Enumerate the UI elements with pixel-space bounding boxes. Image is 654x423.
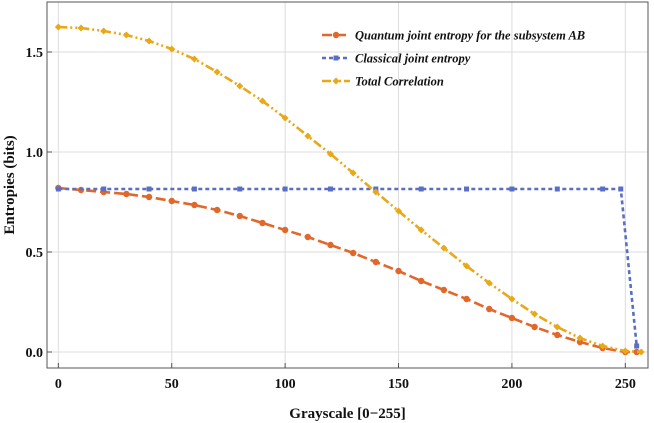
data-point: [486, 305, 493, 313]
data-point: [600, 186, 606, 192]
legend-marker: [332, 31, 340, 39]
series-line: [58, 186, 637, 354]
data-point: [576, 338, 584, 346]
axis-ticks: 0 50 100 150 200 250 0.0 0.5 1.0 1.5: [26, 46, 636, 392]
legend-item: Quantum joint entropy for the subsystem …: [322, 29, 585, 43]
data-point: [327, 241, 334, 249]
data-point: [463, 295, 470, 303]
data-point: [213, 68, 221, 76]
data-point: [418, 277, 425, 285]
legend-marker: [333, 55, 339, 61]
data-point: [349, 249, 357, 257]
legend: Quantum joint entropy for the subsystem …: [322, 29, 585, 89]
y-tick-label: 1.0: [26, 146, 44, 161]
legend-item: Classical joint entropy: [322, 52, 471, 66]
data-point: [236, 212, 243, 220]
data-point: [100, 27, 108, 35]
series-layer: [54, 23, 645, 356]
x-tick-label: 50: [165, 377, 179, 392]
series-1: [55, 186, 640, 349]
series-0: [55, 184, 640, 356]
data-point: [259, 219, 266, 227]
data-point: [281, 114, 289, 122]
legend-item: Total Correlation: [322, 75, 444, 89]
x-tick-label: 150: [388, 377, 409, 392]
legend-label: Classical joint entropy: [355, 52, 471, 66]
series-2: [54, 23, 645, 356]
y-tick-label: 1.5: [26, 46, 44, 61]
data-point: [282, 186, 288, 192]
x-axis-label: Grayscale [0−255]: [289, 406, 405, 422]
data-point: [145, 37, 153, 45]
data-point: [168, 197, 175, 205]
data-point: [146, 186, 152, 192]
y-tick-label: 0.5: [26, 246, 44, 261]
grid: [47, 2, 648, 368]
data-point: [508, 295, 516, 303]
data-point: [395, 207, 403, 215]
data-point: [531, 310, 539, 318]
x-tick-label: 100: [275, 377, 296, 392]
data-point: [372, 258, 380, 266]
data-point: [122, 31, 130, 39]
data-point: [54, 23, 62, 31]
data-point: [258, 97, 266, 105]
data-point: [191, 186, 197, 192]
data-point: [440, 286, 448, 294]
data-point: [395, 267, 402, 275]
data-point: [554, 186, 560, 192]
data-point: [304, 233, 312, 241]
legend-label: Total Correlation: [355, 75, 444, 89]
data-point: [554, 331, 561, 339]
data-point: [634, 343, 640, 349]
data-point: [281, 226, 289, 234]
data-point: [637, 348, 645, 356]
data-point: [123, 190, 130, 198]
data-point: [304, 132, 312, 140]
data-point: [633, 348, 640, 356]
data-point: [485, 279, 493, 287]
x-tick-label: 250: [615, 377, 636, 392]
data-point: [213, 206, 221, 214]
data-point: [327, 186, 333, 192]
x-tick-label: 0: [55, 377, 62, 392]
data-point: [621, 347, 629, 355]
legend-label: Quantum joint entropy for the subsystem …: [355, 29, 585, 43]
y-tick-label: 0.0: [26, 346, 44, 361]
data-point: [236, 82, 244, 90]
data-point: [372, 188, 380, 196]
data-point: [101, 186, 107, 192]
data-point: [190, 55, 198, 63]
data-point: [599, 342, 607, 350]
data-point: [418, 186, 424, 192]
data-point: [237, 186, 243, 192]
data-point: [168, 45, 176, 53]
data-point: [55, 186, 61, 192]
data-point: [191, 201, 198, 209]
data-point: [463, 262, 471, 270]
legend-marker: [332, 77, 340, 85]
data-point: [509, 186, 515, 192]
data-point: [77, 24, 85, 32]
data-point: [531, 323, 538, 331]
plot-frame: [46, 1, 649, 369]
data-point: [326, 150, 334, 158]
data-point: [618, 186, 624, 192]
x-tick-label: 200: [501, 377, 522, 392]
data-point: [145, 193, 153, 201]
data-point: [417, 226, 425, 234]
y-axis-label: Entropies (bits): [2, 135, 18, 234]
data-point: [464, 186, 470, 192]
data-point: [553, 323, 561, 331]
data-point: [508, 314, 516, 322]
data-point: [349, 169, 357, 177]
data-point: [576, 334, 584, 342]
data-point: [440, 244, 448, 252]
